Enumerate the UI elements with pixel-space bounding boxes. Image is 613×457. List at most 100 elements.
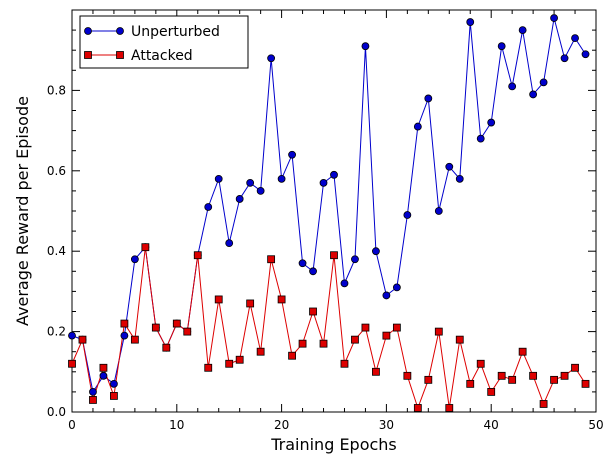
data-point-unperturbed-42 [508, 82, 517, 91]
data-point-attacked-2 [89, 396, 97, 404]
data-point-unperturbed-34 [424, 94, 433, 103]
data-point-attacked-0 [68, 359, 76, 368]
legend-marker-attacked [84, 51, 92, 59]
data-point-unperturbed-16 [235, 195, 244, 203]
data-point-unperturbed-3 [99, 371, 108, 380]
data-point-unperturbed-13 [204, 203, 213, 211]
data-point-attacked-3 [99, 363, 108, 372]
data-point-attacked-22 [298, 339, 307, 348]
data-point-unperturbed-36 [445, 162, 454, 171]
data-point-unperturbed-23 [309, 267, 317, 276]
plot-area [68, 9, 597, 413]
data-point-attacked-15 [225, 359, 234, 368]
data-point-attacked-49 [581, 379, 590, 388]
data-point-attacked-5 [120, 319, 129, 328]
data-point-unperturbed-41 [497, 42, 506, 51]
data-point-unperturbed-27 [351, 255, 359, 264]
tick-label-x-40: 40 [484, 418, 499, 432]
legend-box [79, 15, 249, 69]
data-point-attacked-7 [141, 243, 150, 252]
legend-marker-unperturbed [84, 27, 92, 35]
tick-label-y-0.8: 0.8 [47, 83, 66, 97]
data-point-unperturbed-38 [466, 18, 475, 26]
data-point-attacked-24 [319, 339, 328, 348]
data-point-unperturbed-24 [319, 178, 328, 187]
y-axis: 0.0 0.2 0.4 0.6 0.8 Average Reward per E… [13, 83, 66, 419]
data-point-unperturbed-21 [288, 150, 296, 159]
data-point-unperturbed-37 [455, 174, 464, 183]
data-point-unperturbed-40 [487, 118, 496, 127]
y-axis-title: Average Reward per Episode [13, 96, 32, 326]
data-point-attacked-18 [256, 347, 265, 356]
tick-label-x-0: 0 [68, 418, 76, 432]
data-point-unperturbed-45 [539, 78, 548, 87]
data-point-attacked-9 [162, 343, 171, 352]
data-point-attacked-39 [476, 359, 485, 368]
data-point-unperturbed-30 [382, 291, 391, 300]
legend-entry-attacked: Attacked [84, 48, 193, 64]
data-point-attacked-34 [424, 375, 433, 384]
data-point-attacked-23 [309, 307, 317, 316]
axis-ticks [71, 10, 597, 413]
data-point-unperturbed-48 [571, 34, 579, 43]
data-point-unperturbed-28 [361, 42, 370, 51]
data-point-attacked-6 [130, 335, 139, 344]
data-point-unperturbed-33 [413, 122, 422, 131]
legend-entry-unperturbed: Unperturbed [84, 24, 220, 40]
tick-label-x-50: 50 [588, 418, 603, 432]
tick-label-y-0.2: 0.2 [47, 325, 66, 339]
data-point-attacked-47 [560, 371, 569, 380]
data-point-unperturbed-26 [340, 279, 349, 288]
series-markers [68, 14, 590, 412]
data-point-attacked-12 [193, 251, 202, 260]
data-point-unperturbed-5 [120, 331, 129, 340]
data-point-attacked-10 [172, 319, 181, 328]
data-point-attacked-19 [267, 255, 276, 264]
x-axis-title: Training Epochs [270, 435, 397, 454]
data-point-unperturbed-6 [130, 255, 139, 264]
legend-label-unperturbed: Unperturbed [131, 24, 220, 40]
data-point-attacked-20 [277, 295, 286, 304]
plot-frame [71, 9, 597, 413]
data-point-unperturbed-25 [330, 170, 338, 179]
data-point-attacked-35 [434, 327, 443, 336]
data-point-attacked-17 [246, 299, 255, 308]
legend-label-attacked: Attacked [131, 48, 193, 64]
data-point-attacked-8 [151, 323, 160, 332]
data-point-attacked-14 [214, 295, 223, 304]
data-point-unperturbed-49 [581, 50, 590, 59]
data-point-unperturbed-47 [560, 54, 569, 63]
data-point-unperturbed-14 [214, 174, 223, 183]
tick-label-x-10: 10 [169, 418, 184, 432]
data-point-unperturbed-43 [518, 26, 527, 35]
data-point-unperturbed-29 [372, 247, 380, 256]
data-point-attacked-16 [235, 355, 244, 364]
data-point-unperturbed-18 [256, 186, 265, 195]
data-point-attacked-13 [204, 363, 213, 372]
data-point-attacked-11 [183, 327, 192, 336]
data-point-unperturbed-31 [392, 283, 401, 292]
data-point-attacked-26 [340, 359, 349, 368]
data-point-attacked-43 [518, 347, 527, 356]
data-point-unperturbed-0 [68, 331, 76, 340]
data-point-unperturbed-22 [298, 259, 307, 268]
tick-label-y-0.6: 0.6 [47, 164, 66, 178]
data-point-attacked-32 [403, 371, 412, 380]
tick-label-x-20: 20 [274, 418, 289, 432]
tick-label-x-30: 30 [379, 418, 394, 432]
data-point-unperturbed-32 [403, 211, 412, 219]
legend: Unperturbed Attacked [79, 15, 249, 69]
data-point-attacked-27 [351, 335, 359, 344]
data-point-unperturbed-19 [267, 54, 276, 63]
data-point-attacked-28 [361, 323, 370, 332]
data-point-attacked-41 [497, 371, 506, 380]
legend-marker-attacked-2 [116, 51, 124, 59]
data-point-attacked-36 [445, 404, 454, 412]
data-point-attacked-46 [550, 375, 558, 384]
data-point-attacked-1 [78, 335, 87, 344]
data-point-unperturbed-46 [550, 14, 558, 22]
data-point-unperturbed-2 [89, 387, 97, 396]
data-point-attacked-30 [382, 331, 391, 340]
data-point-unperturbed-17 [246, 178, 255, 187]
data-point-attacked-21 [288, 351, 296, 360]
